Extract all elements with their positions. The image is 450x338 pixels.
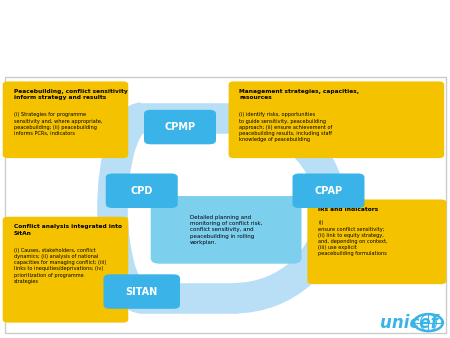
- FancyBboxPatch shape: [4, 77, 446, 333]
- Text: (i)
ensure conflict sensitivity;
(ii) link to equity strategy,
and, depending on: (i) ensure conflict sensitivity; (ii) li…: [318, 220, 388, 257]
- Text: Detailed planning and
monitoring of conflict risk,
conflict sensitivity, and
pea: Detailed planning and monitoring of conf…: [190, 215, 262, 245]
- Text: CPD: CPD: [130, 186, 153, 196]
- Text: CPAP: CPAP: [315, 186, 342, 196]
- Text: CPMP: CPMP: [164, 122, 196, 132]
- Text: Conflict analysis integrated into
SitAn: Conflict analysis integrated into SitAn: [14, 224, 122, 236]
- Text: SITAN: SITAN: [126, 287, 158, 296]
- FancyBboxPatch shape: [106, 173, 178, 208]
- FancyBboxPatch shape: [151, 196, 302, 264]
- FancyBboxPatch shape: [104, 274, 180, 309]
- FancyBboxPatch shape: [307, 199, 446, 284]
- Text: IRs and indicators: IRs and indicators: [318, 207, 378, 212]
- Text: (i) identify risks, opportunities
to guide sensitivity, peacebuilding
approach; : (i) identify risks, opportunities to gui…: [239, 113, 333, 142]
- Text: (i) Causes, stakeholders, conflict
dynamics; (ii) analysis of national
capacitie: (i) Causes, stakeholders, conflict dynam…: [14, 248, 106, 284]
- FancyBboxPatch shape: [292, 173, 364, 208]
- Text: Management strategies, capacities,
resources: Management strategies, capacities, resou…: [239, 89, 360, 100]
- FancyBboxPatch shape: [3, 217, 128, 322]
- Text: Integrating CS/PB into the CPD: Integrating CS/PB into the CPD: [61, 28, 389, 47]
- Text: unicef: unicef: [380, 314, 438, 332]
- Text: Peacebuilding, conflict sensitivity
inform strategy and results: Peacebuilding, conflict sensitivity info…: [14, 89, 127, 100]
- FancyBboxPatch shape: [3, 81, 128, 158]
- FancyBboxPatch shape: [144, 110, 216, 144]
- FancyBboxPatch shape: [229, 81, 444, 158]
- Text: (i) Strategies for programme
sensitivity and, where appropriate,
peacebuilding; : (i) Strategies for programme sensitivity…: [14, 113, 102, 136]
